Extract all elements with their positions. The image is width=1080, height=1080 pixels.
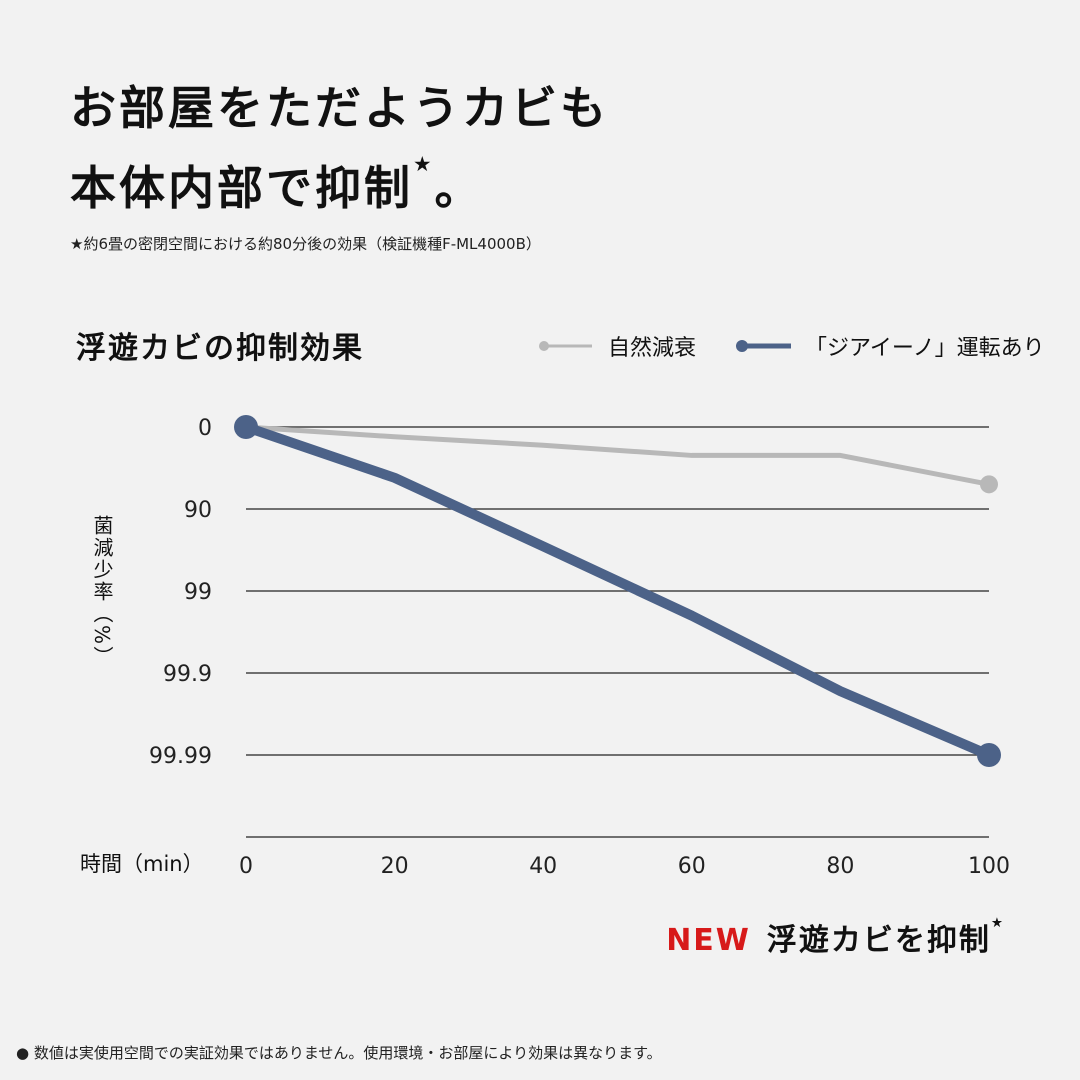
legend-natural-label: 自然減衰 — [608, 336, 697, 361]
x-tick-label: 60 — [678, 854, 706, 879]
legend-natural-swatch — [539, 341, 592, 351]
legend-ionizer-label: 「ジアイーノ」運転あり — [805, 336, 1045, 361]
headline-line1: お部屋をただようカビも — [70, 81, 609, 135]
x-tick-label: 40 — [529, 854, 557, 879]
new-mark: ★ — [990, 915, 1005, 931]
x-tick-label: 20 — [381, 854, 409, 879]
y-axis-label: 菌減少率（%） — [90, 515, 114, 669]
headline-text: 本体内部で抑制 — [70, 161, 413, 215]
y-tick-label: 99 — [184, 580, 212, 605]
new-text: 浮遊カビを抑制 — [766, 923, 991, 958]
y-tick-label: 99.9 — [163, 662, 212, 687]
series-endpoint-1 — [977, 743, 1001, 767]
x-tick-label: 80 — [826, 854, 854, 879]
legend-natural: 自然減衰 — [538, 330, 696, 362]
x-axis-label: 時間（min） — [80, 852, 204, 876]
x-tick-label: 0 — [239, 854, 253, 879]
legend-ionizer-swatch — [736, 340, 791, 352]
legend-ionizer: 「ジアイーノ」運転あり — [735, 330, 1045, 362]
series-line-1 — [241, 422, 994, 760]
x-tick-label: 100 — [968, 854, 1010, 879]
y-tick-label: 99.99 — [149, 744, 212, 769]
y-tick-label: 90 — [184, 498, 212, 523]
new-badge: NEW 浮遊カビを抑制★ — [666, 915, 1005, 959]
series-line-0 — [243, 424, 992, 487]
headline-mark: ★ — [413, 152, 435, 176]
footnote: ★約6畳の密閉空間における約80分後の効果（検証機種F-ML4000B） — [70, 235, 541, 253]
series-endpoint-1 — [234, 415, 258, 439]
new-label: NEW — [666, 923, 751, 958]
y-tick-label: 0 — [198, 416, 212, 441]
headline-line2: 本体内部で抑制★。 — [70, 152, 484, 218]
headline-end: 。 — [434, 161, 484, 215]
footer-note: ● 数値は実使用空間での実証効果ではありません。使用環境・お部屋により効果は異な… — [16, 1044, 662, 1062]
series-endpoint-0 — [980, 475, 998, 494]
chart-title: 浮遊カビの抑制効果 — [76, 331, 364, 366]
